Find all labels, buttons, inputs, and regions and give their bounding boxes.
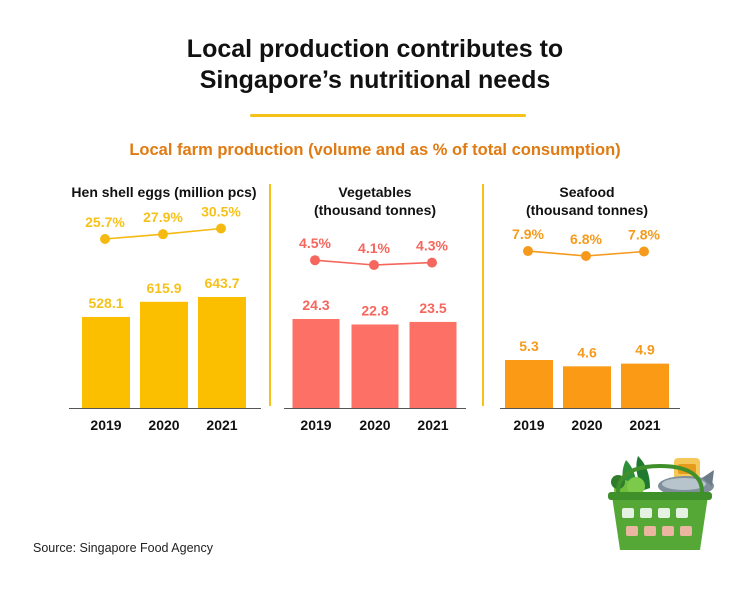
bar-vegetables-2021 <box>409 321 457 408</box>
share-label-eggs-2019: 25.7% <box>85 214 125 230</box>
page-title-line-1: Local production contributes to <box>186 35 564 63</box>
share-point-seafood-2019 <box>523 246 533 257</box>
bar-vegetables-2019 <box>292 319 340 408</box>
year-label-seafood-2020: 2020 <box>571 417 602 433</box>
panel-title-seafood-line-2: (thousand tonnes) <box>525 202 649 218</box>
bar-seafood-2021 <box>621 363 669 408</box>
value-label-vegetables-2020: 22.8 <box>361 302 388 318</box>
source-note: Source: Singapore Food Agency <box>33 541 213 555</box>
panel-title-seafood: Seafood (thousand tonnes) <box>484 183 690 219</box>
value-label-vegetables-2019: 24.3 <box>302 297 329 313</box>
year-label-vegetables-2021: 2021 <box>417 417 448 433</box>
value-label-eggs-2021: 643.7 <box>204 275 239 291</box>
bar-eggs-2020 <box>140 301 188 408</box>
share-label-seafood-2021: 7.8% <box>628 227 660 243</box>
bar-seafood-2020 <box>563 366 611 408</box>
share-point-seafood-2021 <box>639 246 649 257</box>
chart-subtitle: Local farm production (volume and as % o… <box>129 141 621 159</box>
title-underline <box>250 114 526 117</box>
share-point-vegetables-2021 <box>427 257 437 268</box>
panel-title-vegetables: Vegetables (thousand tonnes) <box>272 183 478 219</box>
share-point-eggs-2019 <box>100 234 110 244</box>
share-label-vegetables-2021: 4.3% <box>416 238 448 254</box>
share-label-seafood-2020: 6.8% <box>570 231 602 247</box>
year-label-eggs-2019: 2019 <box>90 417 121 433</box>
share-point-seafood-2020 <box>581 251 591 261</box>
page-title: Local production contributes to Singapor… <box>0 34 750 96</box>
grocery-basket-icon <box>608 456 714 550</box>
share-label-eggs-2020: 27.9% <box>143 209 183 225</box>
year-label-vegetables-2019: 2019 <box>300 417 331 433</box>
page-title-line-2: Singapore’s nutritional needs <box>199 66 551 94</box>
panel-title-eggs: Hen shell eggs (million pcs) <box>62 183 266 201</box>
panel-title-vegetables-line-1: Vegetables <box>338 184 412 200</box>
bar-seafood-2019 <box>505 360 553 408</box>
year-label-seafood-2021: 2021 <box>629 417 660 433</box>
year-label-eggs-2021: 2021 <box>206 417 237 433</box>
year-label-eggs-2020: 2020 <box>148 417 179 433</box>
share-label-vegetables-2020: 4.1% <box>358 240 390 256</box>
year-label-seafood-2019: 2019 <box>513 417 544 433</box>
value-label-seafood-2021: 4.9 <box>635 342 655 358</box>
value-label-eggs-2020: 615.9 <box>146 280 181 296</box>
share-point-vegetables-2019 <box>310 255 320 266</box>
panel-title-eggs-line-1: Hen shell eggs (million pcs) <box>71 184 257 200</box>
share-label-eggs-2021: 30.5% <box>201 203 241 219</box>
panel-divider-2 <box>482 184 484 406</box>
panel-divider-1 <box>269 184 271 406</box>
panel-title-seafood-line-1: Seafood <box>559 184 615 200</box>
value-label-seafood-2019: 5.3 <box>519 338 539 354</box>
bar-eggs-2021 <box>198 297 246 408</box>
share-point-eggs-2020 <box>158 229 168 240</box>
share-label-vegetables-2019: 4.5% <box>299 235 331 251</box>
bar-eggs-2019 <box>82 316 130 408</box>
share-point-eggs-2021 <box>216 223 226 234</box>
value-label-seafood-2020: 4.6 <box>577 344 597 360</box>
year-label-vegetables-2020: 2020 <box>359 417 390 433</box>
bar-vegetables-2020 <box>351 324 399 408</box>
panel-title-vegetables-line-2: (thousand tonnes) <box>313 202 437 218</box>
share-label-seafood-2019: 7.9% <box>512 226 544 242</box>
share-point-vegetables-2020 <box>369 260 379 270</box>
value-label-vegetables-2021: 23.5 <box>419 300 446 316</box>
value-label-eggs-2019: 528.1 <box>88 295 123 311</box>
